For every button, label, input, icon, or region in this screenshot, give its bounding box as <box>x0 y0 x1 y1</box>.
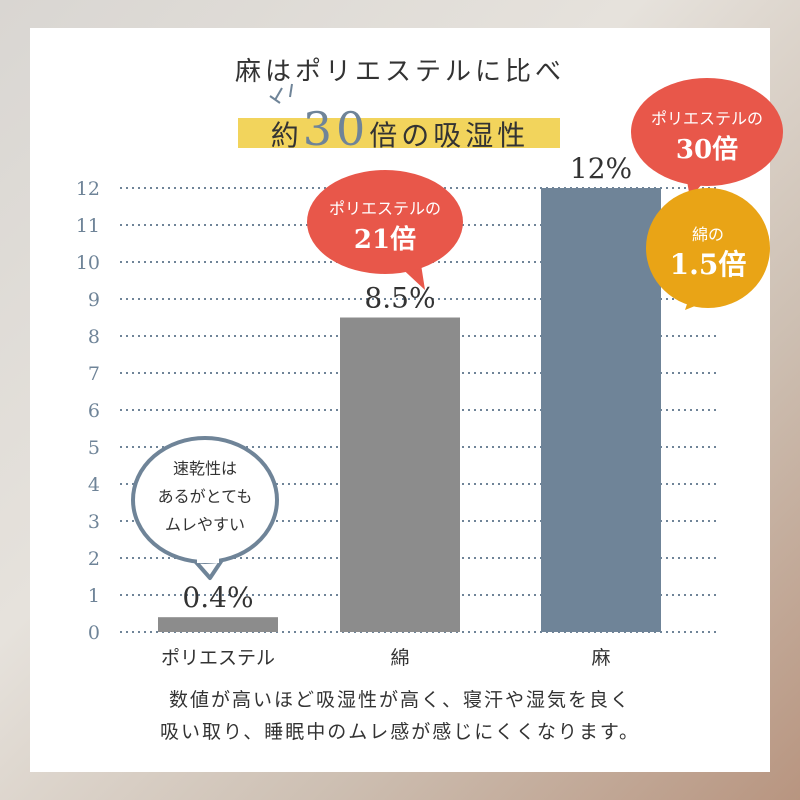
callout-linen-polyester <box>631 78 783 186</box>
title-number: 30 <box>303 102 370 156</box>
y-tick-label: 12 <box>76 178 100 200</box>
sparkle-mark <box>289 83 293 98</box>
bar <box>541 188 661 632</box>
bar <box>158 617 278 632</box>
y-tick-label: 9 <box>88 289 100 311</box>
y-tick-label: 0 <box>88 622 100 644</box>
title-prefix: 約 <box>271 119 303 152</box>
x-tick-label: ポリエステル <box>161 647 275 669</box>
title-line-2: 約30倍の吸湿性 <box>271 102 530 156</box>
callout-polyester-line: あるがとても <box>158 487 253 506</box>
title-suffix: 倍の吸湿性 <box>369 119 529 152</box>
y-tick-label: 7 <box>88 363 100 385</box>
sparkle-mark <box>269 95 281 104</box>
callout-polyester-line: 速乾性は <box>173 459 237 478</box>
callout-cotton-line-1: ポリエステルの <box>329 199 441 218</box>
x-tick-label: 麻 <box>591 647 610 669</box>
callout-linen-cotton-line-2: 1.5倍 <box>670 248 747 281</box>
y-tick-label: 10 <box>76 252 100 274</box>
data-label: 0.4% <box>182 581 253 614</box>
y-tick-label: 6 <box>88 400 100 422</box>
callout-cotton <box>307 170 463 274</box>
callout-polyester-joint <box>197 555 219 563</box>
callout-polyester-line: ムレやすい <box>165 515 245 534</box>
sparkle-mark <box>274 87 283 101</box>
y-tick-label: 4 <box>88 474 100 496</box>
callout-polyester-tail <box>193 558 224 580</box>
y-tick-label: 2 <box>88 548 100 570</box>
data-label: 12% <box>570 152 632 185</box>
bar <box>340 317 460 632</box>
callout-cotton-line-2: 21倍 <box>354 224 416 255</box>
title-highlight <box>238 118 560 148</box>
footnote: 数値が高いほど吸湿性が高く、寝汗や湿気を良く 吸い取り、睡眠中のムレ感が感じにく… <box>0 684 800 748</box>
y-tick-label: 1 <box>88 585 100 607</box>
data-label: 8.5% <box>364 282 435 315</box>
title-line-1: 麻はポリエステルに比べ <box>235 57 565 87</box>
footnote-line-2: 吸い取り、睡眠中のムレ感が感じにくくなります。 <box>160 721 640 743</box>
footnote-line-1: 数値が高いほど吸湿性が高く、寝汗や湿気を良く <box>168 689 631 711</box>
y-tick-label: 3 <box>88 511 100 533</box>
y-tick-label: 5 <box>88 437 100 459</box>
callout-linen-polyester-line-1: ポリエステルの <box>651 109 763 128</box>
callout-linen-cotton-line-1: 綿の <box>692 225 724 244</box>
callout-linen-cotton <box>646 188 770 308</box>
y-tick-label: 11 <box>76 215 100 237</box>
x-tick-label: 綿 <box>390 647 409 669</box>
y-tick-label: 8 <box>88 326 100 348</box>
callout-linen-polyester-line-2: 30倍 <box>676 134 738 165</box>
